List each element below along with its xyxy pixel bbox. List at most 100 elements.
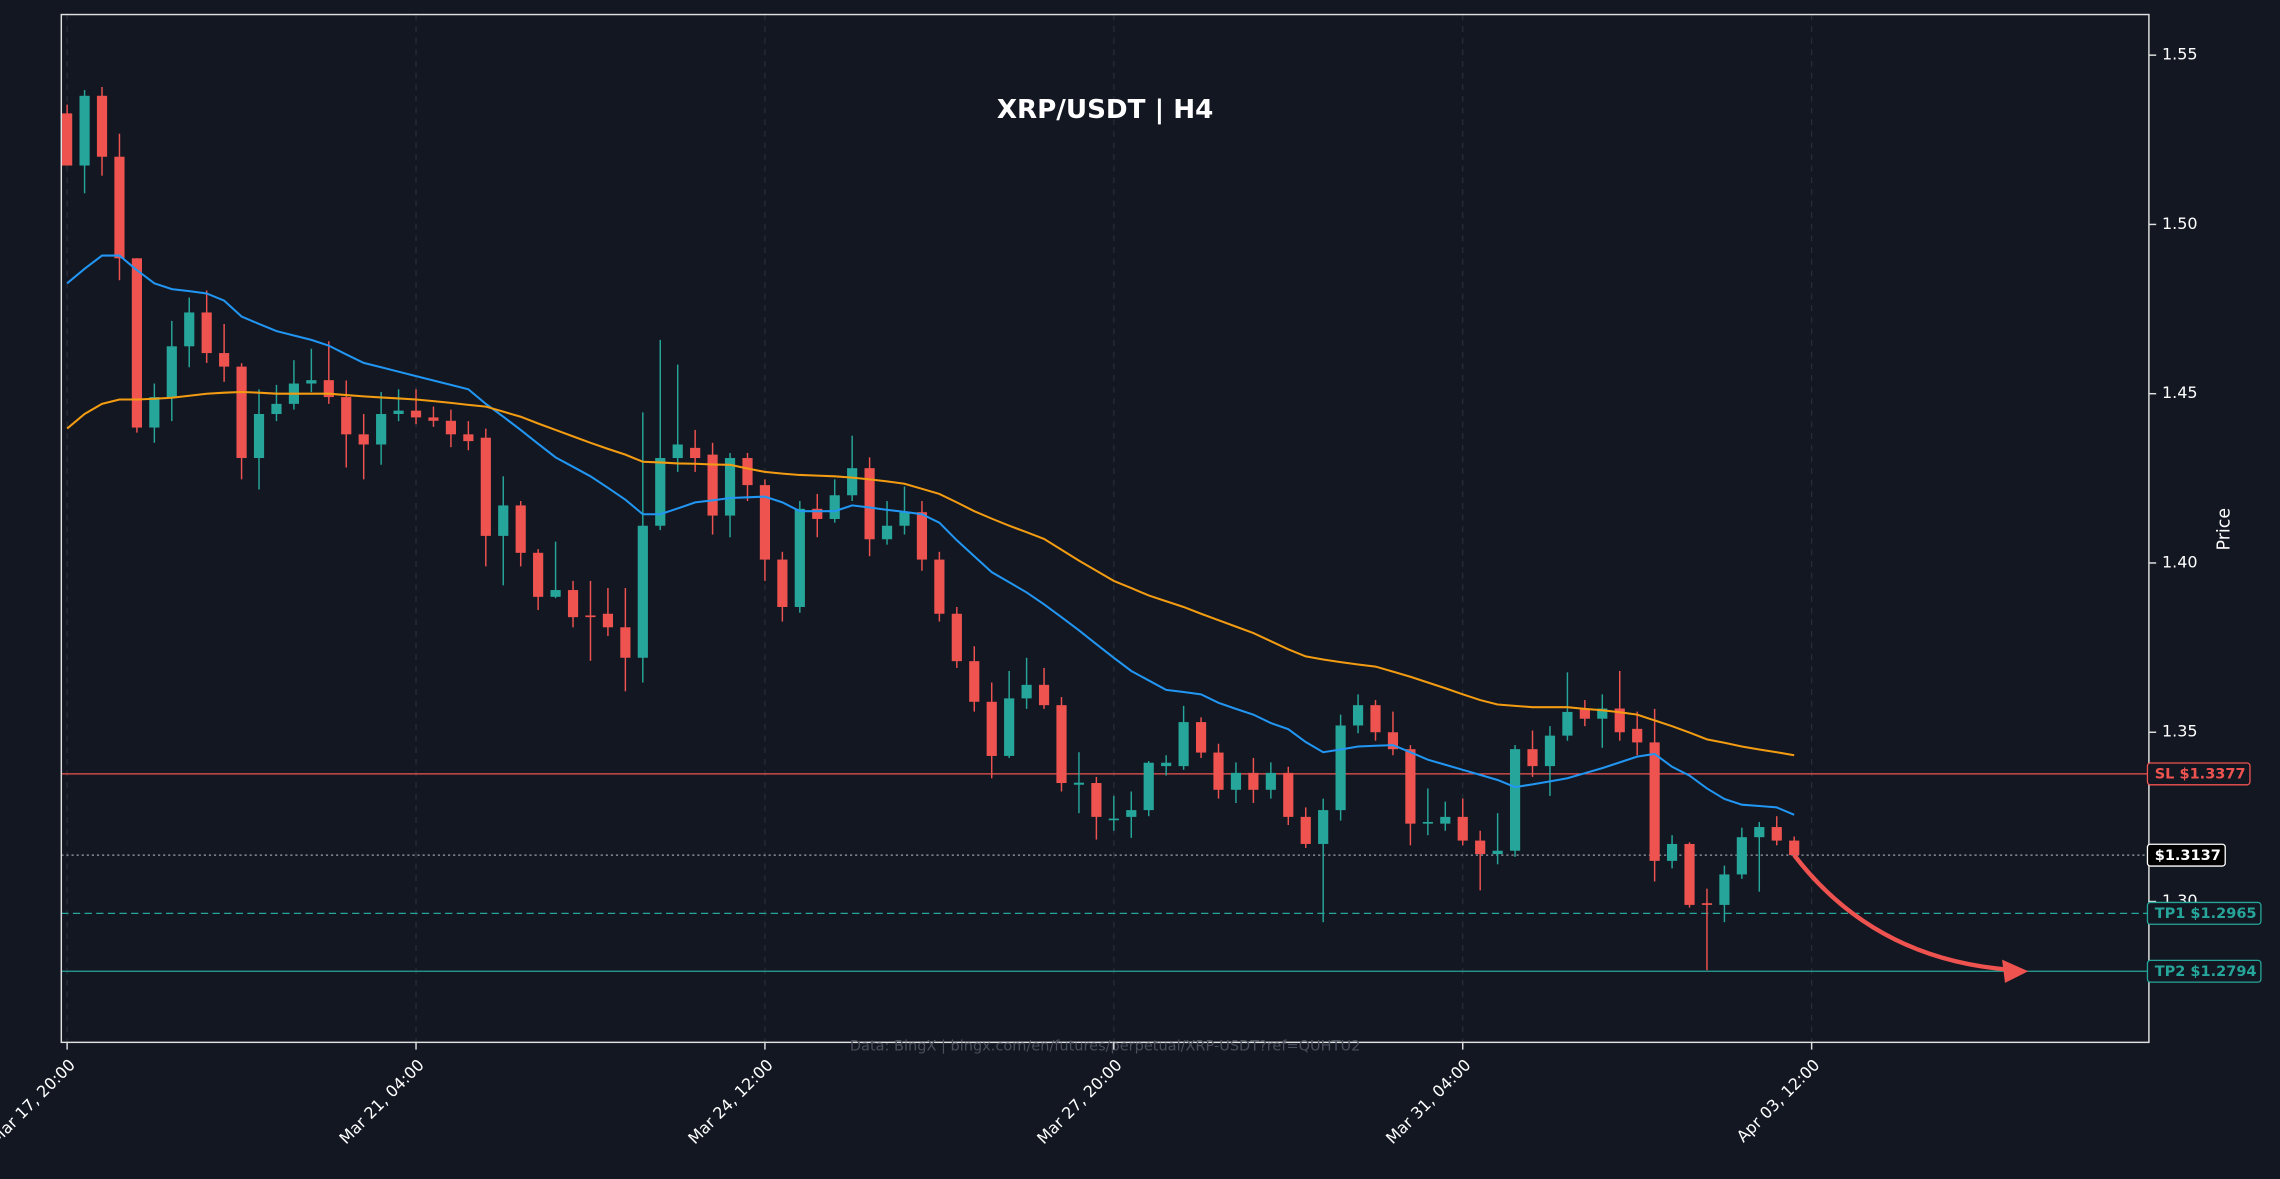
candle-body <box>1073 782 1085 785</box>
moving-average-line <box>66 390 1795 757</box>
candle-body <box>550 590 561 597</box>
candle-body <box>1422 821 1433 824</box>
candle-body <box>1614 708 1625 733</box>
candle-body <box>672 444 683 459</box>
candle-body <box>690 447 701 459</box>
y-tick-label: 1.50 <box>2162 214 2198 233</box>
candle-body <box>445 420 457 435</box>
candle-body <box>1649 742 1660 861</box>
candle-body <box>1213 752 1224 790</box>
candle-body <box>969 661 980 702</box>
price-level-label: TP2 $1.2794 <box>2155 964 2257 980</box>
y-tick-label: 1.35 <box>2162 722 2198 741</box>
candle-body <box>1161 762 1172 767</box>
candle-body <box>410 410 422 418</box>
candle-body <box>184 312 195 347</box>
candle-body <box>149 397 160 428</box>
candle-body <box>515 505 526 553</box>
projection-arrowhead <box>2002 959 2029 983</box>
candle-body <box>602 613 614 628</box>
candle-body <box>1509 749 1521 851</box>
candle-body <box>1178 722 1189 767</box>
candle-body <box>1405 749 1416 824</box>
candle-body <box>271 403 282 415</box>
candle-body <box>1492 850 1503 855</box>
price-level-box <box>2146 959 2262 983</box>
candle-body <box>1597 708 1608 719</box>
candle-body <box>1352 705 1364 726</box>
candle-body <box>916 512 928 560</box>
candle-body <box>1300 816 1311 844</box>
y-tick-label: 1.45 <box>2162 383 2198 402</box>
candle-body <box>637 525 648 658</box>
candle-body <box>742 458 753 486</box>
candle-body <box>899 512 910 526</box>
candle-body <box>1701 903 1713 905</box>
projection-arrow <box>1792 853 2011 972</box>
candle-body <box>1684 843 1695 905</box>
candle-body <box>376 414 387 445</box>
candle-body <box>1370 705 1381 733</box>
candle-body <box>1771 827 1782 841</box>
candle-body <box>498 505 509 536</box>
candle-body <box>253 414 265 459</box>
candle-body <box>620 627 631 658</box>
candle-body <box>1195 722 1207 753</box>
candle-body <box>1736 837 1747 875</box>
candle-body <box>236 366 247 459</box>
candle-body <box>759 485 771 560</box>
candle-body <box>1004 698 1015 756</box>
candle-body <box>829 495 840 519</box>
candle-body <box>358 434 369 445</box>
candle-body <box>585 615 596 618</box>
candle-body <box>1719 874 1730 905</box>
candle-body <box>306 380 317 384</box>
candle-body <box>1754 827 1765 838</box>
plot <box>61 86 2149 983</box>
candle-body <box>341 397 352 435</box>
plot-frame <box>60 13 2150 1044</box>
price-level-label: TP1 $1.2965 <box>2155 906 2257 922</box>
price-level-box <box>2146 843 2226 867</box>
candle-body <box>96 95 108 157</box>
candle-body <box>864 468 875 540</box>
candle-body <box>567 590 579 618</box>
candle-body <box>114 156 125 259</box>
candle-body <box>1091 783 1102 817</box>
candle-body <box>1108 818 1119 821</box>
candle-body <box>794 508 805 607</box>
candle-body <box>219 353 230 367</box>
candle-body <box>986 701 997 756</box>
candle-body <box>1335 725 1346 811</box>
candle-body <box>1126 810 1137 817</box>
candle-body <box>655 458 666 526</box>
price-level-box <box>2146 901 2262 925</box>
candle-body <box>62 113 73 166</box>
candle-body <box>847 468 858 496</box>
y-tick-label: 1.55 <box>2162 45 2198 64</box>
candle-body <box>1475 840 1486 855</box>
moving-average-line <box>66 254 1795 816</box>
candle-body <box>1666 843 1678 861</box>
candle-body <box>1143 762 1154 811</box>
price-level-label: $1.3137 <box>2155 848 2221 864</box>
candle-body <box>463 434 474 442</box>
candle-body <box>1527 749 1538 767</box>
candle-body <box>707 454 718 516</box>
candle-body <box>1038 684 1050 706</box>
candle-body <box>323 380 334 398</box>
price-level-label: SL $1.3377 <box>2155 767 2246 783</box>
candle-body <box>1283 772 1294 817</box>
candle-body <box>480 437 491 536</box>
candle-body <box>1021 684 1032 699</box>
candle-body <box>1265 772 1276 790</box>
candle-body <box>1562 711 1573 736</box>
price-level-box <box>2146 762 2251 786</box>
candle-body <box>812 508 823 519</box>
candle-body <box>951 613 962 662</box>
candle-body <box>166 346 177 398</box>
source-watermark: Data: BingX | bingx.com/en/futures/perpe… <box>850 1039 1360 1055</box>
